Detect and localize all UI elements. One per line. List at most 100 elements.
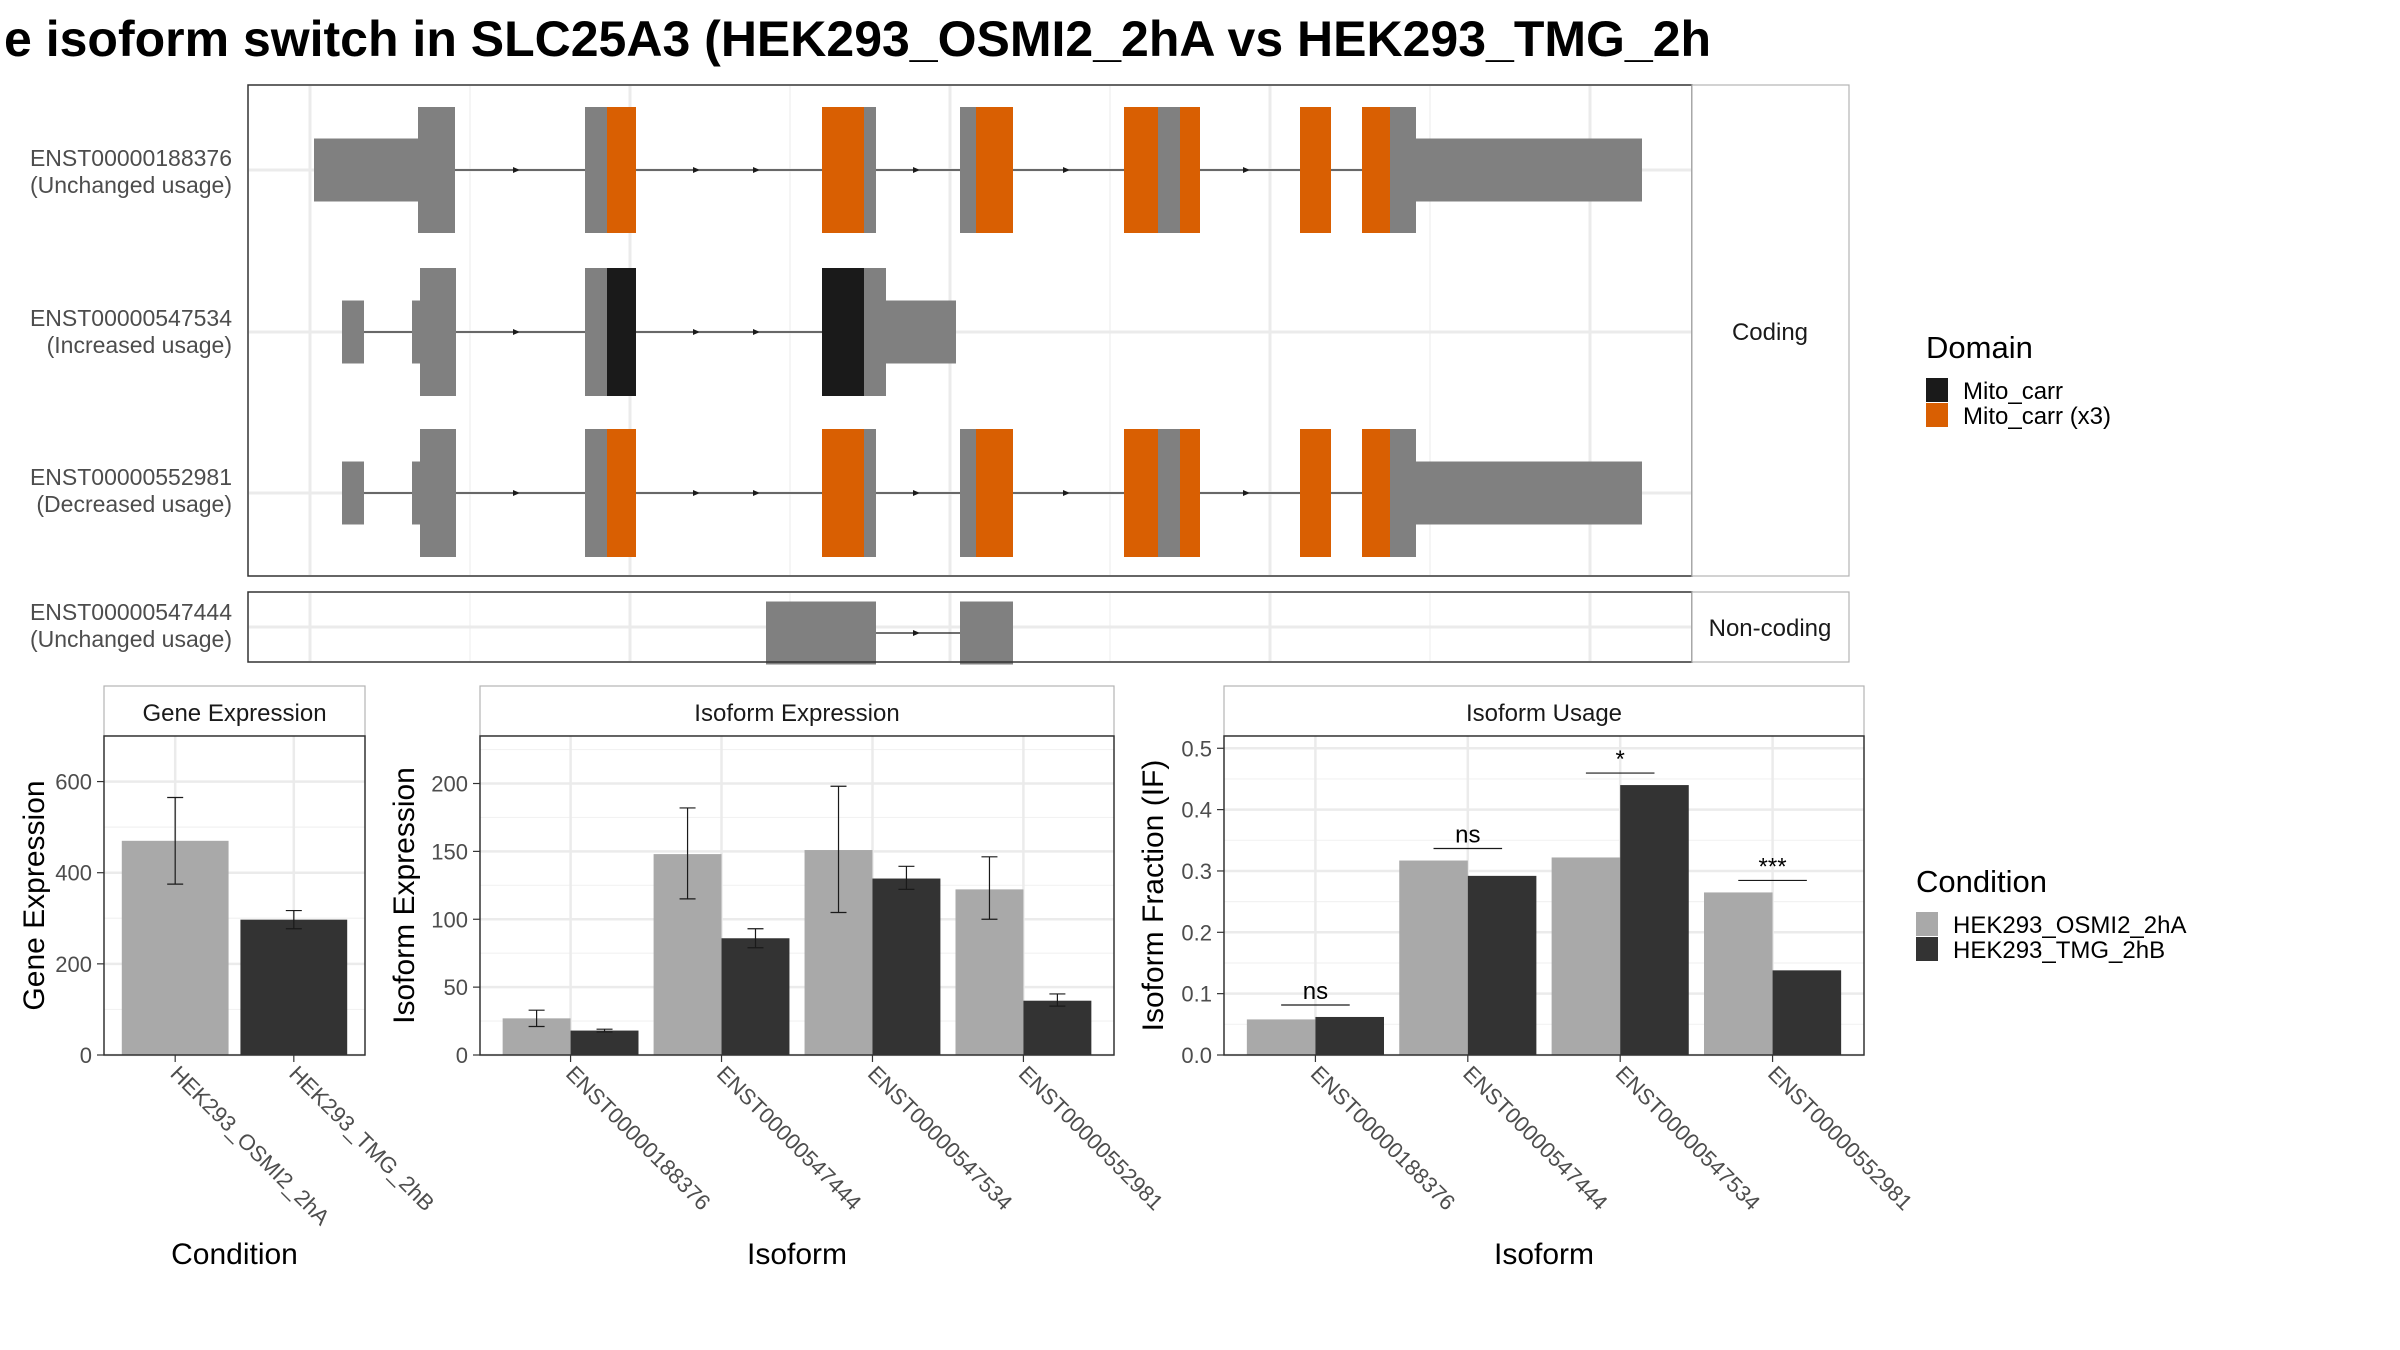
x-axis-label: Condition bbox=[171, 1238, 298, 1271]
utr-block bbox=[412, 300, 420, 364]
y-tick-label: 200 bbox=[431, 772, 468, 797]
bar bbox=[1551, 857, 1621, 1055]
strand-arrow bbox=[693, 167, 700, 173]
utr-block bbox=[886, 300, 956, 364]
isoform-label-id: ENST00000552981 bbox=[30, 464, 232, 490]
chart-title: Isoform Expression bbox=[694, 700, 899, 727]
error-bars bbox=[528, 785, 1066, 1033]
ncrna-block bbox=[766, 601, 876, 665]
isoform-label-usage: (Decreased usage) bbox=[36, 491, 232, 517]
x-axis: ENST00000188376ENST00000547444ENST000005… bbox=[561, 1055, 1168, 1271]
bar bbox=[1315, 1016, 1384, 1055]
exon-block bbox=[585, 107, 607, 233]
y-tick-label: 0.5 bbox=[1181, 736, 1212, 761]
exon-block bbox=[1158, 107, 1180, 233]
strand-arrow bbox=[913, 490, 920, 496]
y-axis-label: Isoform Fraction (IF) bbox=[1137, 760, 1170, 1032]
exon-block bbox=[960, 429, 976, 557]
legend-label-tmg: HEK293_TMG_2hB bbox=[1953, 937, 2165, 964]
significance-label: *** bbox=[1759, 853, 1787, 880]
bars bbox=[1246, 785, 1842, 1055]
condition-legend: Condition HEK293_OSMI2_2hA HEK293_TMG_2h… bbox=[1916, 864, 2186, 964]
strand-arrow bbox=[913, 630, 920, 636]
y-tick-label: 50 bbox=[444, 975, 468, 1000]
utr-block bbox=[342, 461, 364, 525]
isoform-label-id: ENST00000188376 bbox=[30, 145, 232, 171]
x-tick-label: ENST00000547534 bbox=[863, 1061, 1017, 1215]
y-tick-label: 200 bbox=[55, 952, 92, 977]
domain-block bbox=[976, 107, 1013, 233]
strand-arrow bbox=[693, 329, 700, 335]
strand-arrow bbox=[1243, 167, 1250, 173]
bar bbox=[1399, 860, 1468, 1055]
bar bbox=[1246, 1019, 1316, 1055]
error-bars bbox=[167, 796, 302, 930]
utr-block bbox=[314, 138, 418, 202]
strand-arrow bbox=[753, 329, 760, 335]
exon-block bbox=[585, 268, 607, 396]
exon-block bbox=[418, 107, 455, 233]
x-tick-label: ENST00000552981 bbox=[1014, 1061, 1168, 1215]
condition-legend-title: Condition bbox=[1916, 864, 2047, 899]
plot-area-border bbox=[479, 735, 1115, 1056]
domain-block bbox=[1300, 429, 1331, 557]
bar bbox=[1620, 785, 1689, 1055]
exon-block bbox=[960, 107, 976, 233]
domain-block bbox=[822, 107, 864, 233]
facet-strip bbox=[103, 685, 366, 737]
utr-block bbox=[1416, 138, 1642, 202]
bar bbox=[1704, 892, 1773, 1055]
legend-swatch-mito-carr-x3 bbox=[1926, 403, 1948, 427]
strand-arrow bbox=[1063, 167, 1070, 173]
domain-block bbox=[607, 429, 636, 557]
plot-area-border bbox=[1223, 735, 1865, 1056]
isoform-expression-chart: Isoform Expression 0 50 100 150 200 Isoform Ex… bbox=[388, 685, 1168, 1271]
significance-label: ns bbox=[1303, 978, 1328, 1005]
isoform-label-usage: (Unchanged usage) bbox=[30, 626, 232, 652]
y-tick-label: 0.0 bbox=[1181, 1043, 1212, 1068]
domain-block bbox=[607, 268, 636, 396]
y-tick-label: 0.4 bbox=[1181, 798, 1212, 823]
facet-strip-noncoding bbox=[1691, 591, 1850, 663]
bar bbox=[240, 919, 348, 1055]
bar bbox=[872, 878, 941, 1055]
domain-block bbox=[976, 429, 1013, 557]
domain-block bbox=[1124, 429, 1158, 557]
exon-block bbox=[864, 429, 876, 557]
exon-block bbox=[864, 268, 886, 396]
facet-strip-coding bbox=[1691, 84, 1850, 577]
domain-block bbox=[1124, 107, 1158, 233]
legend-swatch-tmg bbox=[1916, 937, 1938, 961]
isoform-label-id: ENST00000547444 bbox=[30, 599, 232, 625]
y-tick-label: 0.2 bbox=[1181, 920, 1212, 945]
domain-block bbox=[1362, 107, 1390, 233]
y-tick-label: 150 bbox=[431, 839, 468, 864]
exon-block bbox=[585, 429, 607, 557]
domain-block bbox=[1300, 107, 1331, 233]
exon-blocks bbox=[314, 107, 1642, 665]
y-tick-label: 400 bbox=[55, 861, 92, 886]
bar bbox=[721, 938, 790, 1055]
exon-block bbox=[1158, 429, 1180, 557]
strand-arrow bbox=[513, 167, 520, 173]
isoform-label-usage: (Increased usage) bbox=[47, 332, 232, 358]
utr-block bbox=[412, 461, 420, 525]
strand-arrow bbox=[513, 490, 520, 496]
utr-block bbox=[342, 300, 364, 364]
facet-label-coding: Coding bbox=[1732, 319, 1808, 346]
domain-block bbox=[822, 429, 864, 557]
exon-block bbox=[1390, 107, 1416, 233]
domain-legend: Domain Mito_carr Mito_carr (x3) bbox=[1926, 330, 2111, 430]
strand-arrow bbox=[753, 490, 760, 496]
strand-arrow bbox=[1063, 490, 1070, 496]
utr-block bbox=[1416, 461, 1642, 525]
bars bbox=[121, 840, 348, 1055]
facet-strip bbox=[1223, 685, 1865, 737]
y-axis-label: Gene Expression bbox=[18, 780, 51, 1010]
y-tick-label: 600 bbox=[55, 770, 92, 795]
x-tick-label: ENST00000547444 bbox=[712, 1061, 866, 1215]
